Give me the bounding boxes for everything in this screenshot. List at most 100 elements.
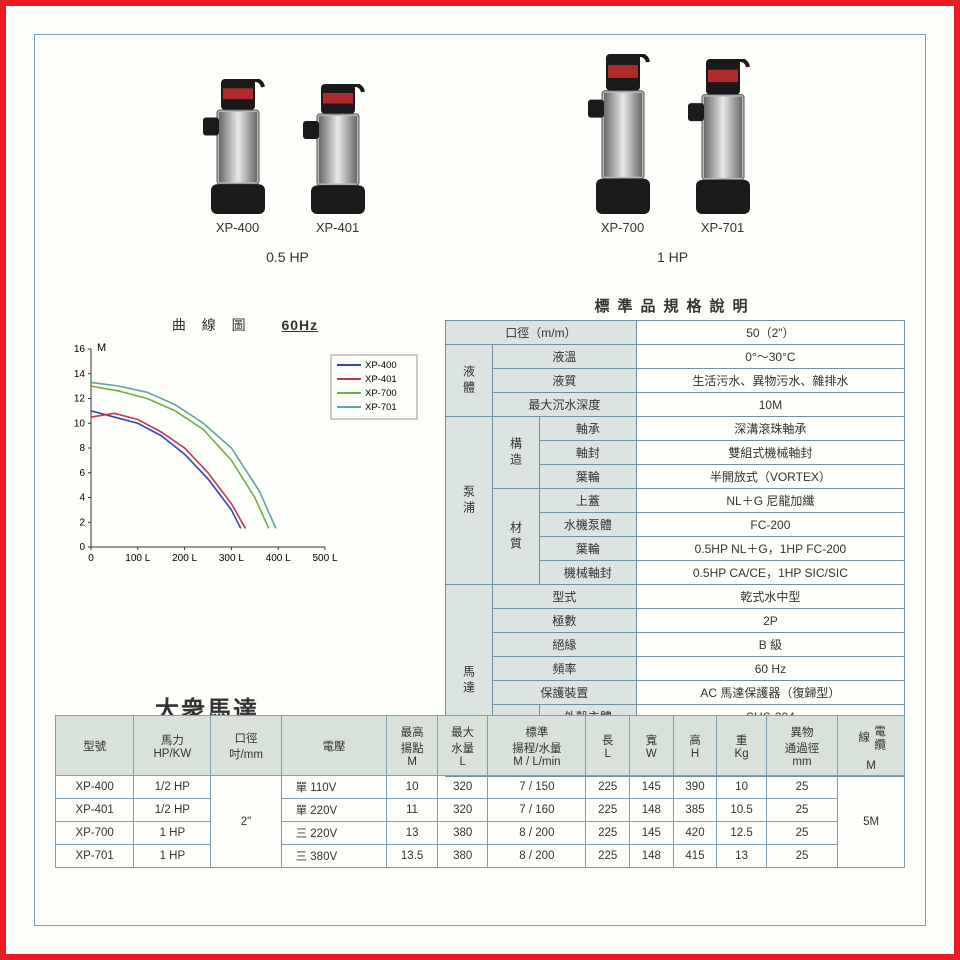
spec-label: 保護裝置 (493, 681, 637, 705)
pump-image: XP-700 (588, 54, 658, 235)
product-group: XP-400 XP-401 0.5 HP (203, 79, 373, 265)
svg-text:8: 8 (79, 443, 85, 454)
spec-table: 口徑（m/m）50（2"）液體液溫0°～30°C液質生活污水、異物污水、雜排水最… (445, 320, 905, 777)
table-row: XP-4001/2 HP2"單 110V103207 / 15022514539… (56, 776, 905, 799)
svg-text:400 L: 400 L (266, 553, 291, 564)
spec-sub-header: 材質 (493, 489, 540, 585)
col-header: 最高揚點M (387, 716, 438, 776)
svg-text:16: 16 (74, 344, 86, 355)
table-row: 液質生活污水、異物污水、雜排水 (446, 369, 905, 393)
col-header: 口徑吋/mm (211, 716, 281, 776)
col-header: 寬W (630, 716, 674, 776)
spec-label: 上蓋 (540, 489, 637, 513)
chart-svg: 02468101214160100 L200 L300 L400 L500 LM… (55, 341, 425, 571)
spec-label: 型式 (493, 585, 637, 609)
table-row: 極數2P (446, 609, 905, 633)
spec-sub-header: 構造 (493, 417, 540, 489)
product-gallery: XP-400 XP-401 0.5 HP XP-700 XP-701 1 HP (95, 55, 865, 265)
model-label: XP-401 (303, 220, 373, 235)
table-row: 馬達型式乾式水中型 (446, 585, 905, 609)
chart-title: 曲 線 圖 60Hz (55, 315, 435, 335)
svg-text:200 L: 200 L (172, 553, 197, 564)
table-row: 材質上蓋NL＋G 尼龍加纖 (446, 489, 905, 513)
svg-text:6: 6 (79, 468, 85, 479)
svg-text:XP-401: XP-401 (365, 374, 397, 385)
model-table-area: 型號馬力HP/KW口徑吋/mm電壓最高揚點M最大水量L標準揚程/水量M / L/… (55, 715, 905, 868)
table-row: 口徑（m/m）50（2"） (446, 321, 905, 345)
spec-label: 葉輪 (540, 465, 637, 489)
spec-value: FC-200 (636, 513, 904, 537)
hp-label: 1 HP (588, 249, 758, 265)
col-header: 標準揚程/水量M / L/min (488, 716, 586, 776)
spec-table-area: 標準品規格說明 口徑（m/m）50（2"）液體液溫0°～30°C液質生活污水、異… (445, 295, 905, 777)
svg-text:12: 12 (74, 394, 86, 405)
chart-frequency: 60Hz (281, 317, 318, 333)
hp-label: 0.5 HP (203, 249, 373, 265)
svg-text:10: 10 (74, 418, 86, 429)
spec-label: 液溫 (493, 345, 637, 369)
spec-value: 0.5HP CA/CE，1HP SIC/SIC (636, 561, 904, 585)
spec-value: 雙組式機械軸封 (636, 441, 904, 465)
svg-text:4: 4 (79, 493, 85, 504)
product-group: XP-700 XP-701 1 HP (588, 54, 758, 265)
pump-image: XP-401 (303, 84, 373, 235)
page-frame: XP-400 XP-401 0.5 HP XP-700 XP-701 1 HP (0, 0, 960, 960)
spec-value: 生活污水、異物污水、雜排水 (636, 369, 904, 393)
spec-value: 深溝滾珠軸承 (636, 417, 904, 441)
col-header: 重Kg (717, 716, 766, 776)
spec-value: 2P (636, 609, 904, 633)
table-row: 最大沉水深度10M (446, 393, 905, 417)
spec-label: 葉輪 (540, 537, 637, 561)
col-header: 長L (586, 716, 630, 776)
spec-label: 極數 (493, 609, 637, 633)
spec-value: 乾式水中型 (636, 585, 904, 609)
spec-group-header: 液體 (446, 345, 493, 417)
spec-value: B 級 (636, 633, 904, 657)
col-header: 高H (673, 716, 717, 776)
spec-caption: 標準品規格說明 (445, 295, 905, 316)
pump-image: XP-701 (688, 59, 758, 235)
spec-value: 半開放式（VORTEX） (636, 465, 904, 489)
spec-value: AC 馬達保護器（復歸型） (636, 681, 904, 705)
cable-header: 電纜線M (838, 716, 905, 776)
table-row: 液體液溫0°～30°C (446, 345, 905, 369)
model-label: XP-400 (203, 220, 273, 235)
spec-label: 頻率 (493, 657, 637, 681)
spec-label: 絕緣 (493, 633, 637, 657)
chart-title-text: 曲 線 圖 (172, 317, 252, 333)
col-header: 異物通過徑mm (766, 716, 837, 776)
svg-text:14: 14 (74, 369, 86, 380)
spec-value: NL＋G 尼龍加纖 (636, 489, 904, 513)
spec-label: 液質 (493, 369, 637, 393)
spec-label: 口徑（m/m） (446, 321, 637, 345)
spec-group-header: 泵浦 (446, 417, 493, 585)
model-table: 型號馬力HP/KW口徑吋/mm電壓最高揚點M最大水量L標準揚程/水量M / L/… (55, 715, 905, 868)
inner-frame: XP-400 XP-401 0.5 HP XP-700 XP-701 1 HP (34, 34, 926, 926)
svg-text:500 L: 500 L (312, 553, 337, 564)
spec-value: 50（2"） (636, 321, 904, 345)
svg-text:M: M (97, 342, 106, 354)
col-header: 電壓 (281, 716, 387, 776)
svg-text:XP-400: XP-400 (365, 360, 397, 371)
svg-text:300 L: 300 L (219, 553, 244, 564)
spec-label: 軸封 (540, 441, 637, 465)
table-row: 絕緣B 級 (446, 633, 905, 657)
table-row: 頻率60 Hz (446, 657, 905, 681)
col-header: 最大水量L (437, 716, 488, 776)
model-label: XP-701 (688, 220, 758, 235)
spec-label: 最大沉水深度 (493, 393, 637, 417)
spec-label: 水機泵體 (540, 513, 637, 537)
table-row: XP-4011/2 HP單 220V113207 / 1602251483851… (56, 799, 905, 822)
spec-value: 0°～30°C (636, 345, 904, 369)
model-label: XP-700 (588, 220, 658, 235)
svg-text:0: 0 (88, 553, 94, 564)
table-row: 保護裝置AC 馬達保護器（復歸型） (446, 681, 905, 705)
table-row: XP-7011 HP三 380V13.53808 / 2002251484151… (56, 845, 905, 868)
col-header: 馬力HP/KW (134, 716, 211, 776)
table-row: 泵浦構造軸承深溝滾珠軸承 (446, 417, 905, 441)
spec-value: 0.5HP NL＋G，1HP FC-200 (636, 537, 904, 561)
svg-text:XP-700: XP-700 (365, 388, 397, 399)
svg-text:100 L: 100 L (125, 553, 150, 564)
table-header-row: 型號馬力HP/KW口徑吋/mm電壓最高揚點M最大水量L標準揚程/水量M / L/… (56, 716, 905, 776)
svg-text:2: 2 (79, 517, 85, 528)
